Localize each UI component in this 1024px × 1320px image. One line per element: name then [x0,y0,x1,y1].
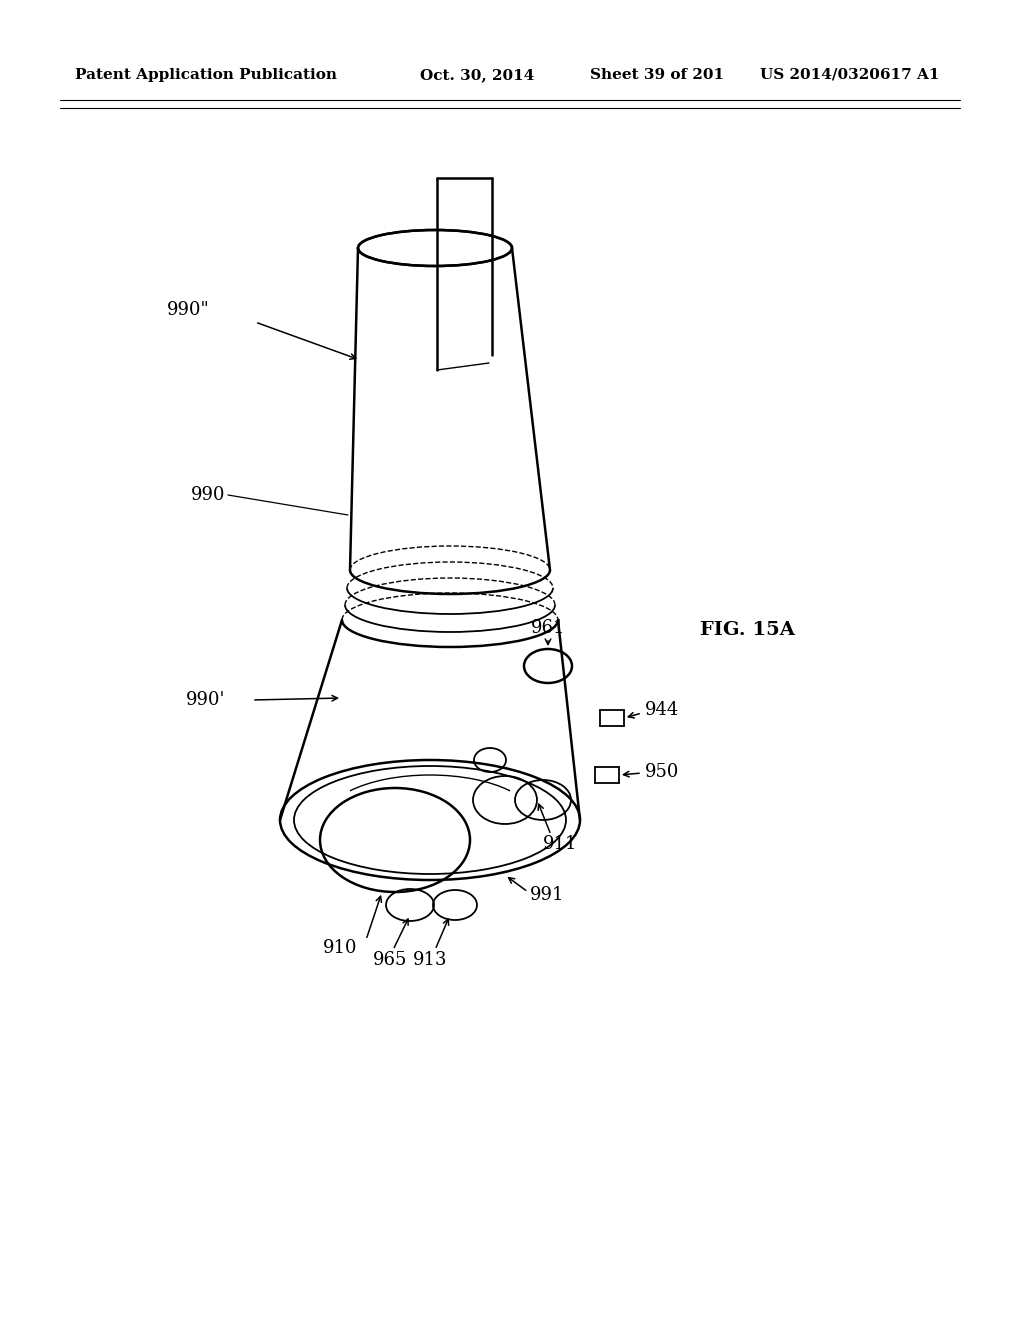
Text: 965: 965 [373,950,408,969]
Text: Sheet 39 of 201: Sheet 39 of 201 [590,69,724,82]
Text: 990: 990 [190,486,225,504]
Text: 944: 944 [645,701,679,719]
Text: 990": 990" [167,301,210,319]
Text: 990': 990' [185,690,225,709]
Text: 913: 913 [413,950,447,969]
Text: US 2014/0320617 A1: US 2014/0320617 A1 [760,69,939,82]
Text: 991: 991 [530,886,564,904]
Text: 911: 911 [543,836,578,853]
Text: Oct. 30, 2014: Oct. 30, 2014 [420,69,535,82]
Text: 961: 961 [530,619,565,638]
Text: 910: 910 [323,939,357,957]
Text: Patent Application Publication: Patent Application Publication [75,69,337,82]
Text: 950: 950 [645,763,679,781]
Text: FIG. 15A: FIG. 15A [700,620,795,639]
